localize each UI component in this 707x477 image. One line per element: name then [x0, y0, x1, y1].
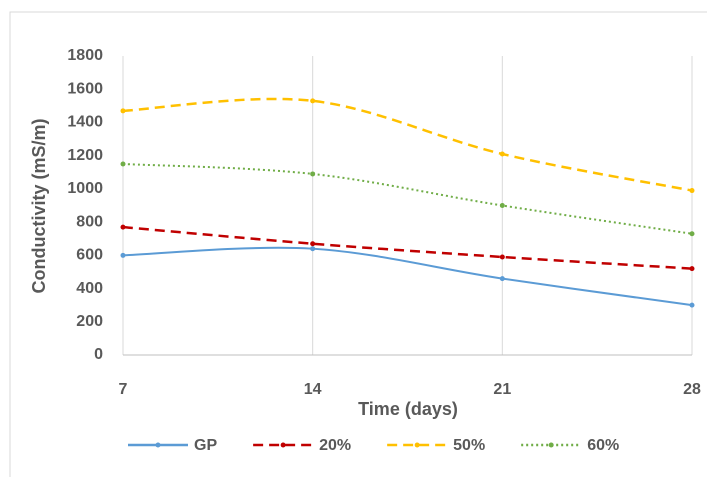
point [689, 302, 695, 308]
point [689, 266, 695, 272]
y-tick-label: 1400 [67, 114, 103, 131]
y-tick-label: 1000 [67, 180, 103, 197]
y-tick-label: 200 [76, 313, 103, 330]
x-tick-label: 7 [119, 381, 128, 398]
y-tick-label: 1200 [67, 147, 103, 164]
legend-marker [155, 442, 161, 448]
x-axis-title: Time (days) [358, 399, 458, 419]
point [120, 161, 126, 167]
x-tick-label: 14 [304, 381, 322, 398]
legend-label: GP [194, 437, 217, 454]
point [689, 231, 695, 237]
y-tick-label: 800 [76, 213, 103, 230]
legend-marker [414, 442, 420, 448]
point [310, 246, 316, 252]
legend-label: 20% [319, 437, 351, 454]
point [499, 151, 505, 157]
legend-label: 60% [587, 437, 619, 454]
series-line [122, 225, 693, 270]
legend-marker [548, 442, 554, 448]
y-tick-label: 1800 [67, 47, 103, 64]
point [120, 108, 126, 114]
chart-frame [9, 11, 707, 477]
point [310, 241, 316, 247]
x-tick-label: 21 [493, 381, 511, 398]
point [310, 98, 316, 104]
point [310, 171, 316, 177]
point [689, 188, 695, 194]
y-tick-label: 600 [76, 247, 103, 264]
point [120, 224, 126, 230]
legend-label: 50% [453, 437, 485, 454]
point [499, 254, 505, 260]
x-tick-label: 28 [683, 381, 701, 398]
series-line [122, 162, 693, 235]
y-tick-label: 0 [94, 346, 103, 363]
point [499, 276, 505, 282]
y-tick-label: 1600 [67, 80, 103, 97]
point [499, 203, 505, 208]
series-line [122, 97, 693, 192]
y-axis-title: Conductivity (mS/m) [29, 118, 49, 293]
y-tick-label: 400 [76, 280, 103, 297]
point [120, 252, 126, 258]
legend-marker [280, 442, 286, 448]
series-line [122, 246, 693, 307]
